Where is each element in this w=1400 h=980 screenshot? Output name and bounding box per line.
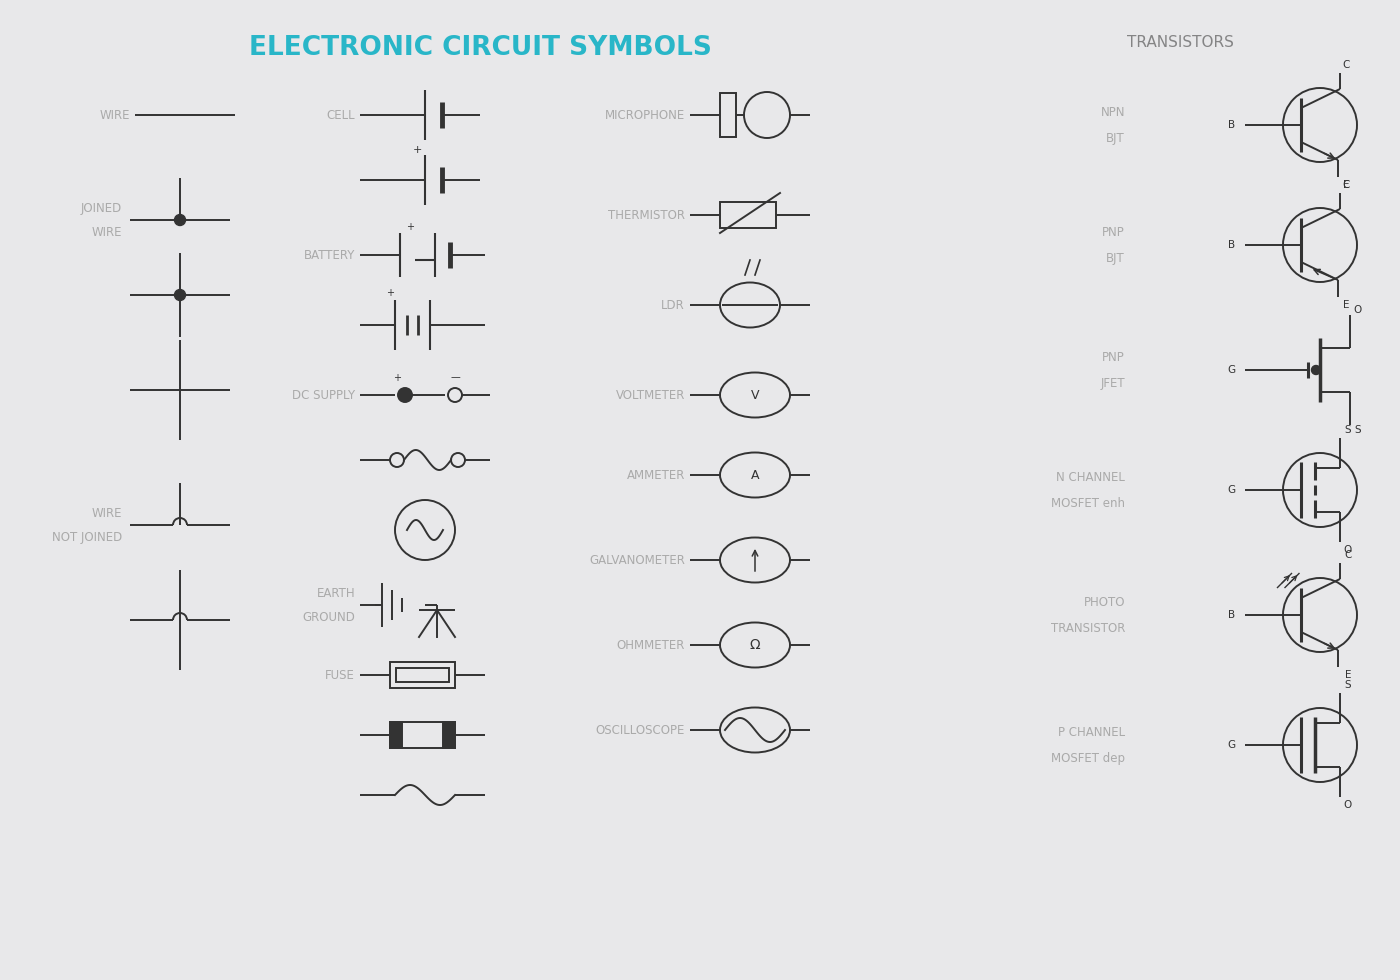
Text: +: + [386, 288, 393, 298]
Text: E: E [1343, 180, 1350, 190]
Text: N CHANNEL: N CHANNEL [1056, 470, 1126, 483]
Text: PHOTO: PHOTO [1084, 596, 1126, 609]
Text: BATTERY: BATTERY [304, 249, 356, 262]
Text: O: O [1344, 545, 1352, 555]
Text: B: B [1228, 120, 1235, 130]
Text: TRANSISTORS: TRANSISTORS [1127, 35, 1233, 50]
Circle shape [175, 289, 185, 301]
Text: THERMISTOR: THERMISTOR [608, 209, 685, 221]
Text: G: G [1226, 485, 1235, 495]
Text: LDR: LDR [661, 299, 685, 312]
Bar [720, 93, 736, 137]
Text: CELL: CELL [326, 109, 356, 122]
Text: C: C [1343, 180, 1350, 190]
Text: JFET: JFET [1100, 376, 1126, 389]
Text: B: B [1228, 240, 1235, 250]
Text: OHMMETER: OHMMETER [616, 639, 685, 652]
Text: O: O [1354, 305, 1362, 315]
Text: S: S [1344, 425, 1351, 435]
Text: PNP: PNP [1102, 225, 1126, 238]
Bar [391, 722, 402, 748]
Text: VOLTMETER: VOLTMETER [616, 388, 685, 402]
Text: JOINED: JOINED [81, 202, 122, 215]
Text: BJT: BJT [1106, 252, 1126, 265]
Text: DC SUPPLY: DC SUPPLY [291, 388, 356, 402]
Text: P CHANNEL: P CHANNEL [1058, 725, 1126, 739]
Text: C: C [1343, 60, 1350, 70]
Text: E: E [1343, 300, 1350, 310]
Text: BJT: BJT [1106, 131, 1126, 144]
Text: EARTH: EARTH [316, 586, 356, 600]
Bar [396, 668, 449, 682]
Text: G: G [1226, 365, 1235, 375]
Text: WIRE: WIRE [91, 225, 122, 238]
Text: MOSFET enh: MOSFET enh [1051, 497, 1126, 510]
Circle shape [1312, 366, 1320, 374]
Text: WIRE: WIRE [91, 507, 122, 519]
Text: MICROPHONE: MICROPHONE [605, 109, 685, 122]
Text: +: + [393, 373, 400, 383]
Text: +: + [406, 222, 414, 232]
Text: —: — [451, 372, 459, 382]
Text: FUSE: FUSE [325, 668, 356, 681]
Bar [442, 722, 455, 748]
Text: O: O [1344, 800, 1352, 810]
Circle shape [175, 215, 185, 225]
Text: B: B [1228, 610, 1235, 620]
Text: Ω: Ω [749, 638, 760, 652]
Text: A: A [750, 468, 759, 481]
Text: GROUND: GROUND [302, 611, 356, 623]
Text: ELECTRONIC CIRCUIT SYMBOLS: ELECTRONIC CIRCUIT SYMBOLS [249, 35, 711, 61]
Text: GALVANOMETER: GALVANOMETER [589, 554, 685, 566]
Text: OSCILLOSCOPE: OSCILLOSCOPE [595, 723, 685, 737]
Text: E: E [1345, 670, 1351, 680]
Text: AMMETER: AMMETER [627, 468, 685, 481]
Text: V: V [750, 388, 759, 402]
Text: NOT JOINED: NOT JOINED [52, 530, 122, 544]
Text: PNP: PNP [1102, 351, 1126, 364]
Circle shape [398, 388, 412, 402]
Text: S: S [1355, 425, 1361, 435]
Bar [391, 722, 455, 748]
Text: NPN: NPN [1100, 106, 1126, 119]
Text: G: G [1226, 740, 1235, 750]
Text: C: C [1344, 550, 1351, 560]
Text: S: S [1344, 680, 1351, 690]
Text: MOSFET dep: MOSFET dep [1051, 752, 1126, 764]
Text: TRANSISTOR: TRANSISTOR [1050, 621, 1126, 634]
Bar [720, 202, 776, 228]
Text: WIRE: WIRE [99, 109, 130, 122]
Bar [391, 662, 455, 688]
Text: +: + [413, 145, 421, 155]
